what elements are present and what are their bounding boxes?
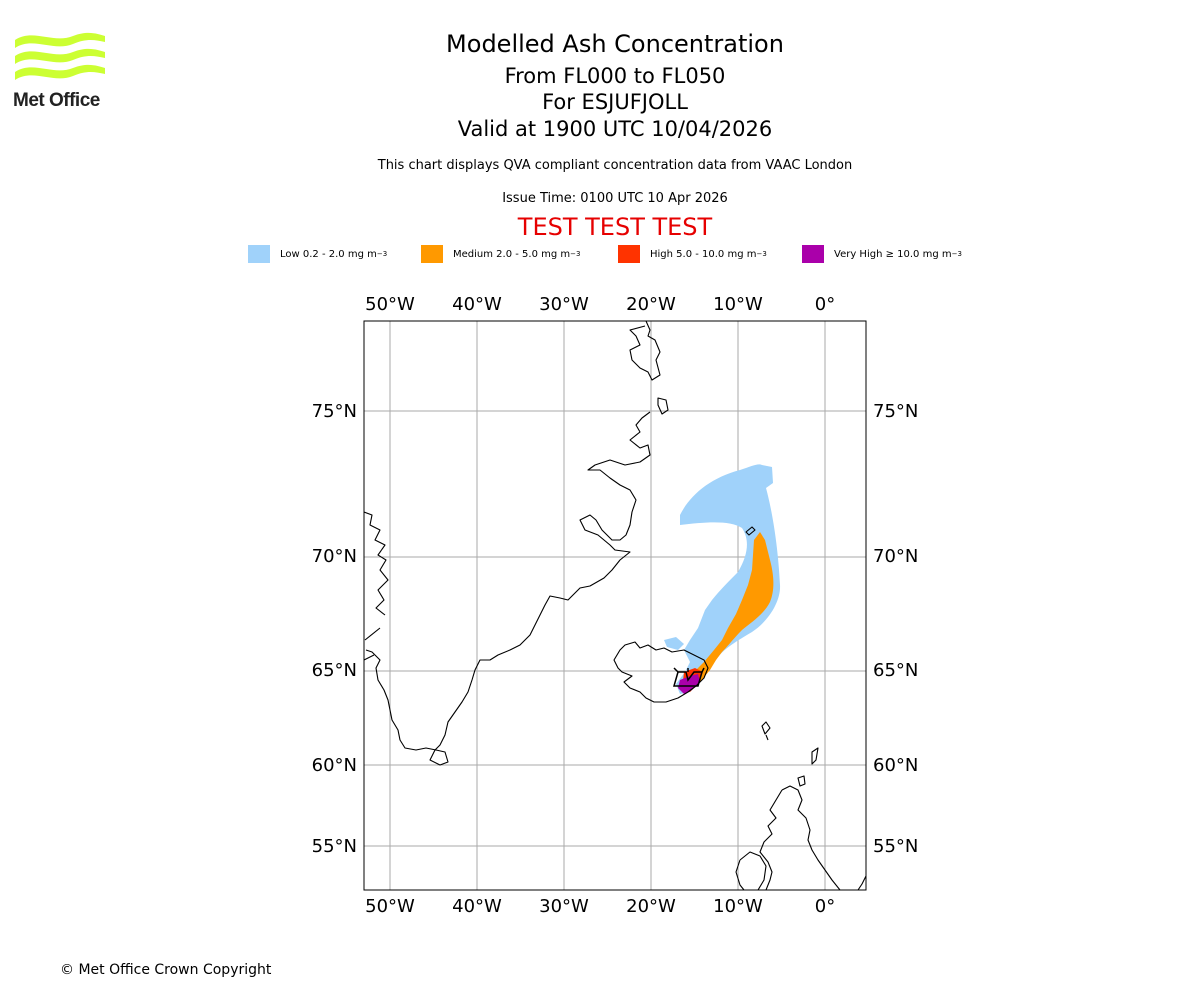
coast-norway-tip [857,875,866,890]
ash-very-high-region [678,674,700,694]
legend-low-swatch [248,245,270,263]
lon-label-top-40w: 40°W [452,294,502,315]
legend-medium-sup: −3 [570,250,581,258]
volcano-source-marker [673,667,705,687]
coast-scotland-uk [759,775,841,890]
issue-time: Issue Time: 0100 UTC 10 Apr 2026 [502,191,728,206]
legend-very-high-label: Very High ≥ 10.0 mg m [834,248,952,260]
ash-low-region [676,464,781,694]
lon-label-top-50w: 50°W [365,294,415,315]
lon-label-bottom-30w: 30°W [539,896,589,917]
lat-label-right-55n: 55°N [873,836,918,857]
lat-label-right-65n: 65°N [873,660,918,681]
legend-medium: Medium 2.0 - 5.0 mg m −3 [421,244,580,264]
map-frame [363,320,867,891]
lon-label-top-0: 0° [815,294,835,315]
gridlines [364,321,866,890]
coastlines [364,321,866,890]
coast-ireland [735,851,767,890]
legend-high-swatch [618,245,640,263]
chart-description: This chart displays QVA compliant concen… [377,158,853,173]
chart-title: Modelled Ash Concentration [446,30,784,58]
coast-jan-mayen [745,526,756,536]
lon-label-top-10w: 10°W [713,294,763,315]
lon-label-bottom-40w: 40°W [452,896,502,917]
coast-faroe-islands [761,721,771,741]
lon-label-top-30w: 30°W [539,294,589,315]
lon-label-bottom-50w: 50°W [365,896,415,917]
subtitle-volcano: For ESJUFJOLL [542,90,688,114]
legend-high-label: High 5.0 - 10.0 mg m [650,248,757,260]
lon-label-bottom-0: 0° [815,896,835,917]
lat-label-left-70n: 70°N [312,546,357,567]
legend-low: Low 0.2 - 2.0 mg m −3 [248,244,387,264]
met-office-logo: Met Office [13,30,107,112]
coast-greenland-west [364,511,389,661]
legend-low-label: Low 0.2 - 2.0 mg m [280,248,377,260]
lat-label-left-55n: 55°N [312,836,357,857]
met-office-logo-text: Met Office [13,90,100,111]
legend-medium-label: Medium 2.0 - 5.0 mg m [453,248,571,260]
lat-label-left-75n: 75°N [312,401,357,422]
lat-label-right-75n: 75°N [873,401,918,422]
subtitle-levels: From FL000 to FL050 [504,64,726,88]
test-banner: TEST TEST TEST [517,213,713,241]
legend-low-sup: −3 [376,250,388,258]
lon-label-bottom-20w: 20°W [626,896,676,917]
subtitle-valid: Valid at 1900 UTC 10/04/2026 [457,117,773,141]
legend-very-high-swatch [802,245,824,263]
lon-label-top-20w: 20°W [626,294,676,315]
legend-very-high-sup: −3 [951,250,962,258]
ash-low-west-patch [664,637,684,650]
met-office-waves-icon [15,32,105,80]
legend-medium-swatch [421,245,443,263]
coast-iceland [613,641,709,703]
lon-label-bottom-10w: 10°W [713,896,763,917]
coast-shetland [811,747,819,765]
legend-very-high: Very High ≥ 10.0 mg m −3 [802,244,962,264]
legend-high: High 5.0 - 10.0 mg m −3 [618,244,767,264]
copyright-notice: © Met Office Crown Copyright [60,962,272,978]
lat-label-right-60n: 60°N [873,755,918,776]
lat-label-right-70n: 70°N [873,546,918,567]
lat-label-left-65n: 65°N [312,660,357,681]
legend-high-sup: −3 [756,250,767,258]
coast-greenland-east [365,321,669,766]
lat-label-left-60n: 60°N [312,755,357,776]
